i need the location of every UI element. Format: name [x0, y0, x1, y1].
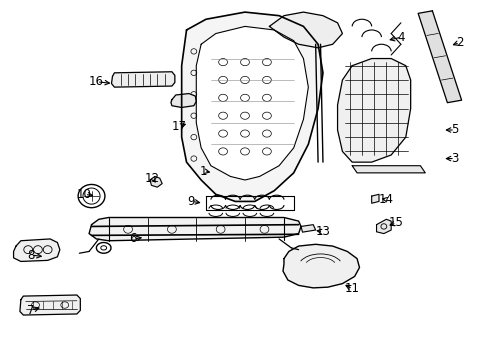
- Polygon shape: [171, 94, 196, 108]
- Polygon shape: [20, 295, 80, 315]
- Polygon shape: [196, 26, 308, 180]
- Text: 14: 14: [379, 193, 394, 206]
- Polygon shape: [418, 11, 462, 103]
- Text: 17: 17: [172, 120, 187, 133]
- Text: 8: 8: [27, 248, 34, 261]
- Text: 13: 13: [316, 225, 330, 238]
- Text: 9: 9: [188, 195, 195, 208]
- Polygon shape: [112, 72, 175, 87]
- Text: 4: 4: [397, 31, 405, 44]
- Text: 15: 15: [389, 216, 403, 229]
- Polygon shape: [150, 176, 162, 187]
- Polygon shape: [270, 12, 343, 48]
- Text: 12: 12: [145, 172, 160, 185]
- Text: 10: 10: [77, 188, 92, 201]
- Text: 7: 7: [27, 304, 34, 317]
- Text: 5: 5: [451, 123, 458, 136]
- Text: 16: 16: [89, 75, 104, 88]
- Polygon shape: [182, 12, 323, 202]
- Polygon shape: [352, 166, 425, 173]
- Polygon shape: [372, 194, 379, 203]
- Text: 6: 6: [129, 233, 137, 246]
- Polygon shape: [283, 244, 360, 288]
- Polygon shape: [89, 217, 301, 241]
- Polygon shape: [301, 225, 316, 232]
- Polygon shape: [338, 59, 411, 162]
- Text: 3: 3: [451, 152, 458, 165]
- Text: 1: 1: [200, 165, 207, 177]
- Text: 11: 11: [344, 283, 360, 296]
- Polygon shape: [14, 239, 60, 261]
- Text: 2: 2: [456, 36, 463, 49]
- Polygon shape: [376, 219, 391, 234]
